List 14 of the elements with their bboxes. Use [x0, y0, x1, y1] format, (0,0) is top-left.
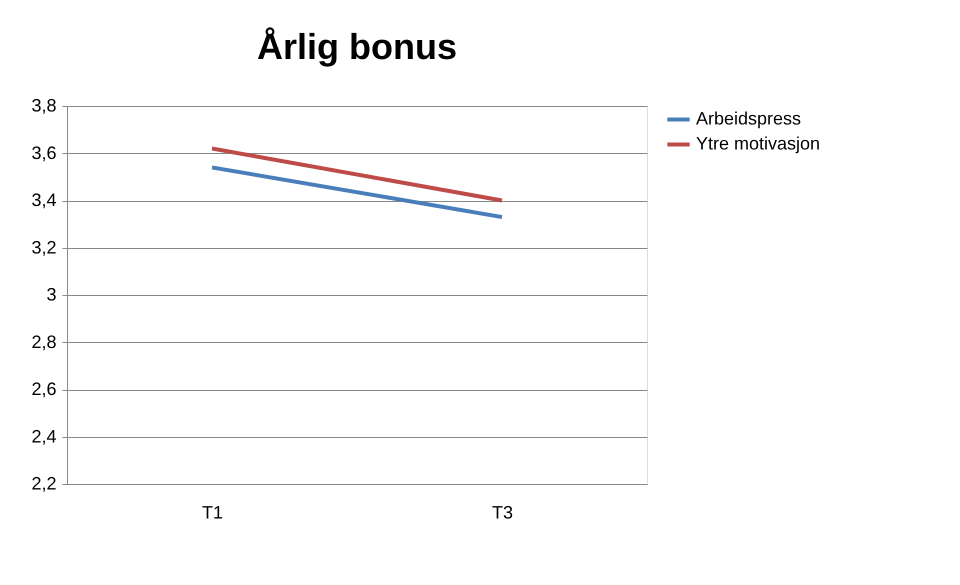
- y-tick-label: 3: [46, 284, 56, 304]
- chart-title: Årlig bonus: [257, 26, 457, 67]
- x-tick-label: T3: [492, 502, 514, 522]
- x-tick-label: T1: [202, 502, 224, 522]
- y-tick-label: 3,4: [31, 190, 56, 210]
- y-tick-label: 3,8: [31, 96, 56, 116]
- y-tick-label: 2,2: [31, 474, 56, 494]
- y-tick-label: 3,6: [31, 142, 56, 163]
- legend-label: Arbeidspress: [696, 108, 802, 128]
- y-tick-label: 2,4: [31, 426, 56, 446]
- legend-label: Ytre motivasjon: [696, 134, 820, 154]
- y-tick-label: 2,6: [31, 379, 56, 399]
- y-tick-label: 3,2: [31, 237, 56, 258]
- y-tick-label: 2,8: [31, 332, 56, 352]
